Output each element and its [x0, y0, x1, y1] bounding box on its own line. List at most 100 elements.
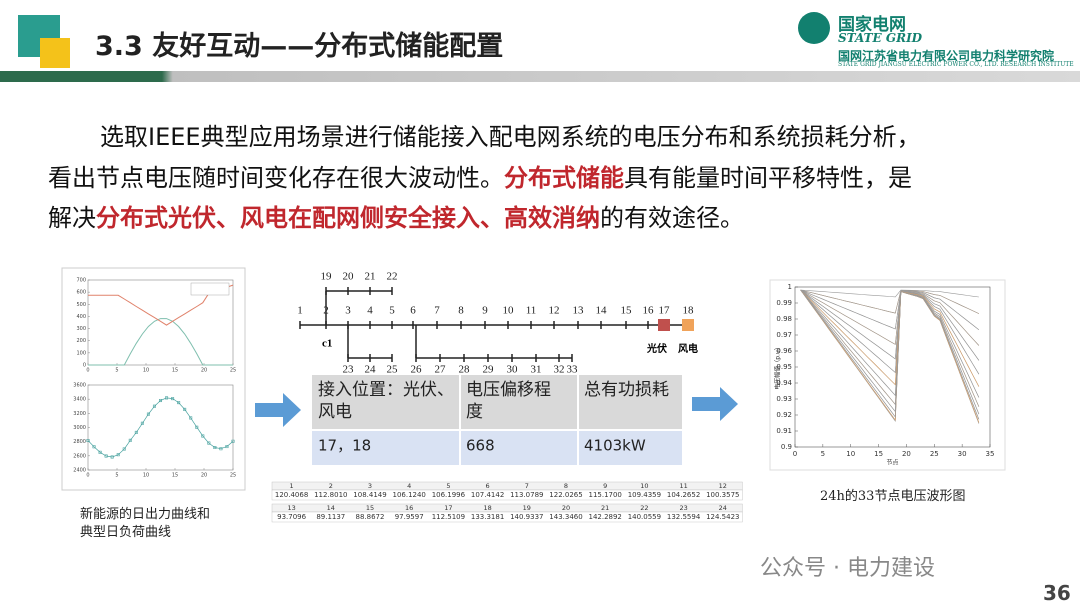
paragraph-line: 解决分布式光伏、风电在配网侧安全接入、高效消纳的有效途径。 [48, 198, 744, 233]
y-tick-label: 3600 [73, 383, 86, 389]
y-tick-label: 400 [76, 314, 86, 320]
left-caption: 新能源的日出力曲线和 典型日负荷曲线 [80, 506, 210, 542]
y-tick-label: 700 [76, 278, 86, 284]
x-axis-title: 节点 [886, 459, 898, 467]
node-label: 7 [434, 305, 440, 317]
y-tick-label: 500 [76, 302, 86, 308]
load-index: 12 [719, 482, 727, 490]
voltage-curve [800, 289, 980, 387]
text-chunk: 度 [466, 402, 483, 422]
caption-line: 典型日负荷曲线 [80, 525, 172, 540]
x-tick-label: 35 [986, 450, 995, 458]
load-index: 22 [640, 504, 648, 512]
y-tick-label: 0.93 [776, 395, 792, 403]
page-number: 36 [1043, 581, 1071, 605]
logo-icon [798, 12, 830, 44]
node-label: 27 [435, 364, 447, 376]
legend-box [190, 282, 230, 296]
load-index: 13 [287, 504, 295, 512]
load-point [116, 453, 120, 457]
load-index: 16 [405, 504, 413, 512]
table-cell: 668 [466, 437, 495, 455]
load-point [86, 439, 90, 443]
arrow [692, 387, 738, 421]
load-point [225, 445, 229, 449]
load-point [231, 439, 235, 443]
y-tick-label: 0.91 [776, 427, 792, 435]
plot-area [87, 279, 234, 366]
load-point [98, 450, 102, 454]
node-label: 17 [659, 305, 671, 317]
load-value: 93.7096 [277, 513, 306, 521]
node-label: 25 [387, 364, 399, 376]
text-run: 解决 [48, 204, 96, 232]
y-tick-label: 0.98 [776, 315, 792, 323]
load-index: 3 [368, 482, 372, 490]
caption-line: 新能源的日出力曲线和 [80, 507, 211, 522]
der-node [682, 319, 694, 331]
load-index: 9 [603, 482, 607, 490]
x-tick-label: 15 [874, 450, 883, 458]
load-table-row [271, 511, 743, 523]
load-value: 133.3181 [471, 513, 504, 521]
node-label: 31 [531, 364, 542, 376]
text-run: 具有能量时间平移特性，是 [624, 164, 912, 192]
load-table-row [271, 489, 743, 501]
x-tick-label: 0 [86, 473, 89, 479]
load-index: 6 [486, 482, 490, 490]
x-tick-label: 25 [230, 473, 236, 479]
node-label: 26 [411, 364, 423, 376]
load-value: 89.1137 [316, 513, 345, 521]
node-label: 2 [323, 305, 329, 317]
load-point [92, 445, 96, 449]
load-value: 107.4142 [471, 491, 504, 499]
load-value: 140.0559 [628, 513, 661, 521]
x-tick-label: 15 [172, 473, 178, 479]
load-value: 109.4359 [628, 491, 661, 499]
load-value: 108.4149 [353, 491, 386, 499]
text-chunk: 总有功损耗 [584, 380, 669, 400]
text-run: 分布式储能 [504, 164, 624, 192]
node-label: 6 [410, 305, 416, 317]
load-point [189, 416, 193, 420]
load-index: 21 [601, 504, 609, 512]
voltage-curve [800, 289, 980, 361]
x-tick-label: 10 [143, 473, 149, 479]
load-index: 7 [525, 482, 529, 490]
feeder-label: c1 [322, 338, 332, 350]
x-tick-label: 30 [958, 450, 967, 458]
voltage-curve [800, 289, 980, 375]
y-tick-label: 3400 [73, 397, 86, 403]
y-tick-label: 2800 [73, 439, 86, 445]
load-value: 120.4068 [275, 491, 308, 499]
y-tick-label: 3200 [73, 411, 86, 417]
voltage-curve [800, 289, 980, 314]
pv-label: 光伏 [646, 342, 667, 355]
x-tick-label: 0 [793, 450, 797, 458]
node-label: 10 [503, 305, 515, 317]
load-point [195, 425, 199, 429]
x-tick-label: 5 [115, 473, 118, 479]
node-label: 15 [621, 305, 633, 317]
node-label: 16 [643, 305, 655, 317]
text-run: 选取IEEE典型应用场景进行储能接入配电网系统的电压分布和系统损耗分析， [100, 123, 921, 151]
load-point [128, 438, 132, 442]
table-cell: 4103kW [584, 437, 646, 455]
load-point [146, 412, 150, 416]
arrow [255, 393, 301, 427]
text-chunk: 接入位置：光伏、 [318, 380, 454, 400]
voltage-curve [800, 289, 980, 415]
node-label: 23 [343, 364, 355, 376]
x-tick-label: 20 [902, 450, 911, 458]
y-tick-label: 200 [76, 338, 86, 344]
institute: 国网江苏省电力有限公司电力科学研究院 [838, 49, 1055, 63]
node-label: 28 [459, 364, 471, 376]
load-point [152, 404, 156, 408]
node-label: 8 [458, 305, 464, 317]
node-label: 29 [483, 364, 495, 376]
load-index: 14 [327, 504, 335, 512]
load-value: 132.5594 [667, 513, 701, 521]
y-tick-label: 0 [83, 363, 86, 369]
voltage-curve [800, 289, 980, 423]
y-tick-label: 0.95 [776, 363, 792, 371]
